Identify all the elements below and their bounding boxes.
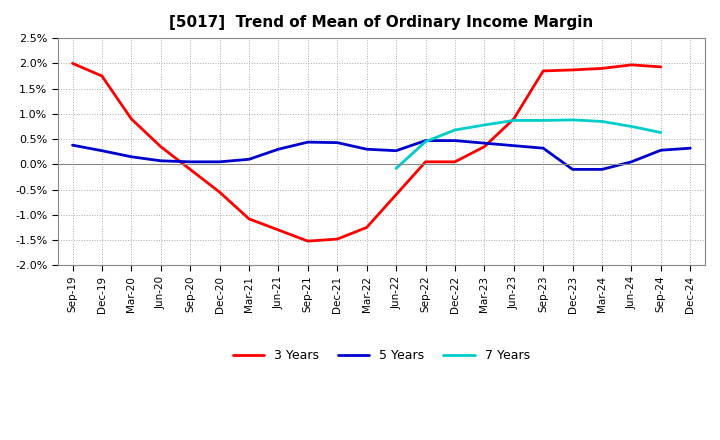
Title: [5017]  Trend of Mean of Ordinary Income Margin: [5017] Trend of Mean of Ordinary Income … [169, 15, 593, 30]
3 Years [392, 192, 400, 197]
3 Years [304, 238, 312, 244]
Line: 7 Years: 7 Years [396, 120, 661, 169]
5 Years [598, 167, 606, 172]
3 Years [568, 67, 577, 73]
5 Years [127, 154, 135, 159]
5 Years [451, 138, 459, 143]
5 Years [245, 157, 253, 162]
3 Years [451, 159, 459, 165]
7 Years [421, 139, 430, 144]
5 Years [333, 140, 341, 145]
3 Years [156, 144, 165, 149]
5 Years [362, 147, 371, 152]
3 Years [657, 64, 665, 70]
5 Years [392, 148, 400, 154]
3 Years [215, 190, 224, 195]
3 Years [362, 225, 371, 230]
5 Years [274, 147, 283, 152]
3 Years [245, 216, 253, 221]
7 Years [598, 119, 606, 124]
3 Years [539, 68, 547, 73]
7 Years [451, 127, 459, 132]
Line: 3 Years: 3 Years [73, 63, 661, 241]
5 Years [480, 140, 489, 146]
7 Years [657, 130, 665, 135]
3 Years [627, 62, 636, 67]
7 Years [510, 118, 518, 123]
3 Years [68, 61, 77, 66]
5 Years [156, 158, 165, 163]
Line: 5 Years: 5 Years [73, 141, 690, 169]
7 Years [480, 122, 489, 128]
3 Years [186, 167, 194, 172]
7 Years [568, 117, 577, 123]
Legend: 3 Years, 5 Years, 7 Years: 3 Years, 5 Years, 7 Years [228, 344, 535, 367]
7 Years [539, 118, 547, 123]
7 Years [627, 124, 636, 129]
3 Years [333, 236, 341, 242]
3 Years [98, 73, 107, 79]
5 Years [686, 146, 695, 151]
5 Years [68, 143, 77, 148]
5 Years [510, 143, 518, 148]
5 Years [421, 138, 430, 143]
5 Years [568, 167, 577, 172]
5 Years [98, 148, 107, 154]
5 Years [657, 147, 665, 153]
5 Years [627, 159, 636, 165]
3 Years [274, 227, 283, 233]
3 Years [510, 116, 518, 121]
7 Years [392, 166, 400, 171]
5 Years [215, 159, 224, 165]
5 Years [304, 139, 312, 145]
5 Years [539, 146, 547, 151]
3 Years [421, 159, 430, 165]
3 Years [598, 66, 606, 71]
5 Years [186, 159, 194, 165]
3 Years [127, 116, 135, 121]
3 Years [480, 144, 489, 149]
